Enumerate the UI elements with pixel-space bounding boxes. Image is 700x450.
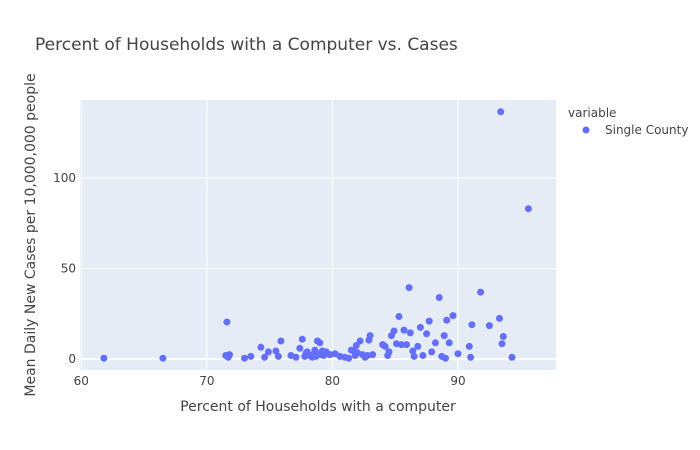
data-point[interactable]	[406, 329, 414, 337]
data-points	[100, 108, 532, 362]
data-point[interactable]	[369, 351, 377, 359]
legend-marker	[582, 126, 590, 134]
data-point[interactable]	[524, 205, 532, 213]
y-tick-labels: 0 50 100	[53, 171, 76, 366]
data-point[interactable]	[485, 322, 493, 330]
data-point[interactable]	[292, 353, 300, 361]
data-point[interactable]	[498, 340, 506, 348]
data-point[interactable]	[398, 341, 405, 349]
data-point[interactable]	[465, 342, 473, 350]
data-point[interactable]	[425, 317, 433, 325]
data-point[interactable]	[247, 352, 255, 360]
data-point[interactable]	[298, 335, 306, 343]
y-tick-label: 100	[53, 171, 76, 185]
data-point[interactable]	[449, 312, 457, 320]
data-point[interactable]	[241, 354, 248, 362]
y-tick-label: 50	[61, 262, 76, 276]
data-point[interactable]	[316, 339, 324, 347]
data-point[interactable]	[431, 339, 439, 347]
data-point[interactable]	[272, 347, 280, 355]
data-point[interactable]	[442, 354, 449, 362]
data-point[interactable]	[454, 350, 462, 358]
data-point[interactable]	[445, 339, 453, 347]
x-tick-label: 80	[325, 374, 340, 388]
data-point[interactable]	[261, 353, 269, 361]
x-tick-label: 70	[199, 374, 214, 388]
data-point[interactable]	[277, 337, 285, 345]
x-axis-title: Percent of Households with a computer	[180, 399, 456, 415]
data-point[interactable]	[409, 347, 417, 355]
data-point[interactable]	[468, 321, 476, 329]
data-point[interactable]	[100, 354, 108, 362]
data-point[interactable]	[496, 314, 503, 322]
y-tick-label: 0	[68, 352, 76, 366]
data-point[interactable]	[400, 326, 408, 334]
y-axis-title: Mean Daily New Cases per 10,000,000 peop…	[23, 73, 39, 396]
data-point[interactable]	[381, 342, 389, 350]
data-point[interactable]	[499, 333, 507, 340]
x-tick-labels: 60 70 80 90	[74, 374, 466, 388]
legend-title: variable	[568, 106, 616, 120]
data-point[interactable]	[345, 354, 353, 362]
data-point[interactable]	[159, 354, 167, 362]
data-point[interactable]	[366, 332, 374, 340]
data-point[interactable]	[257, 343, 265, 351]
data-point[interactable]	[395, 313, 403, 320]
legend: variable Single County	[568, 106, 688, 137]
plot-background	[80, 100, 556, 370]
data-point[interactable]	[497, 108, 505, 116]
data-point[interactable]	[416, 323, 424, 331]
x-tick-label: 60	[74, 374, 89, 388]
data-point[interactable]	[508, 353, 516, 361]
data-point[interactable]	[405, 284, 413, 292]
data-point[interactable]	[443, 316, 451, 324]
data-point[interactable]	[410, 352, 418, 360]
data-point[interactable]	[226, 351, 233, 359]
data-point[interactable]	[467, 353, 475, 361]
data-point[interactable]	[264, 348, 272, 356]
chart-title: Percent of Households with a Computer vs…	[35, 35, 458, 55]
data-point[interactable]	[385, 348, 393, 356]
data-point[interactable]	[414, 342, 422, 350]
data-point[interactable]	[435, 294, 443, 301]
data-point[interactable]	[223, 318, 231, 326]
data-point[interactable]	[296, 344, 304, 352]
data-point[interactable]	[356, 337, 364, 345]
data-point[interactable]	[440, 332, 448, 340]
x-tick-label: 90	[450, 374, 465, 388]
data-point[interactable]	[390, 327, 398, 335]
x-gridlines	[80, 100, 459, 370]
data-point[interactable]	[274, 352, 282, 360]
data-point[interactable]	[419, 352, 427, 359]
data-point[interactable]	[428, 348, 436, 356]
legend-label: Single County	[605, 123, 688, 137]
data-point[interactable]	[403, 341, 410, 349]
legend-item-single-county[interactable]: Single County	[582, 123, 689, 137]
data-point[interactable]	[477, 288, 485, 296]
data-point[interactable]	[423, 330, 431, 338]
